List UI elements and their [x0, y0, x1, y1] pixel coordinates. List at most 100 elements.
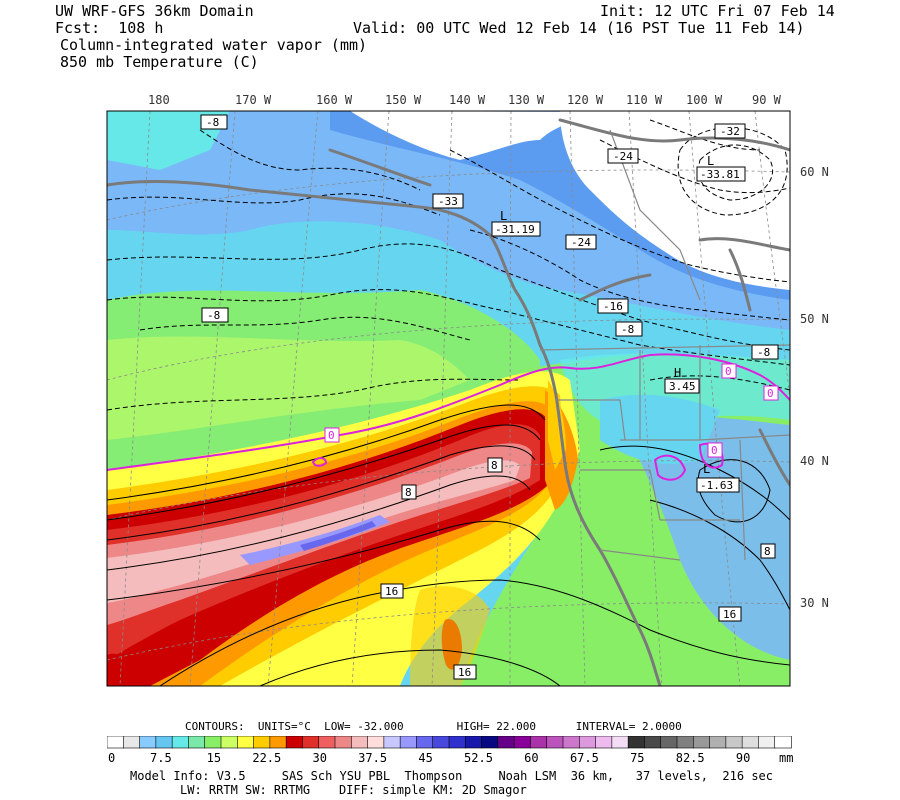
contour-label-box: -8 [751, 344, 779, 360]
contour-label-box: 16 [380, 583, 404, 599]
longitude-labels: 180 170 W 160 W 150 W 140 W 130 W 120 W … [148, 93, 782, 107]
valid-time: Valid: 00 UTC Wed 12 Feb 14 (16 PST Tue … [353, 19, 805, 37]
colorbar-tick-label: 15 [207, 751, 221, 765]
contour-summary-high: HIGH= 22.000 [456, 720, 537, 733]
weather-map: 180 170 W 160 W 150 W 140 W 130 W 120 W … [106, 93, 829, 687]
contour-label-box: 0 [707, 442, 723, 458]
svg-text:16: 16 [458, 666, 471, 679]
contour-label-box: -31.19 [491, 221, 541, 237]
lat-label: 60 N [800, 165, 829, 179]
colorbar-cell [676, 736, 695, 749]
colorbar-cell [188, 736, 206, 749]
colorbar-cell [627, 736, 646, 749]
colorbar-cell [546, 736, 564, 749]
colorbar-cell [383, 736, 401, 749]
contour-label-box: -33 [432, 193, 464, 209]
contour-label-box: -1.63 [696, 477, 740, 493]
colorbar-cell [611, 736, 629, 749]
colorbar-tick-label: 90 [736, 751, 750, 765]
forecast-hour: Fcst: 108 h [55, 19, 164, 37]
svg-text:16: 16 [385, 585, 398, 598]
lon-label: 160 W [316, 93, 353, 107]
colorbar-cell [318, 736, 336, 749]
lon-label: 120 W [567, 93, 604, 107]
contour-label-box: -24 [607, 148, 639, 164]
contour-label-box: 0 [721, 363, 737, 379]
lon-label: 90 W [752, 93, 782, 107]
lon-label: 170 W [235, 93, 272, 107]
svg-text:-8: -8 [206, 116, 219, 129]
colorbar-cell [122, 736, 141, 749]
field-title-1: Column-integrated water vapor (mm) [60, 36, 368, 54]
svg-text:-31.19: -31.19 [495, 223, 535, 236]
contour-summary-units: UNITS=°C [257, 720, 311, 733]
colorbar-cell [285, 736, 304, 749]
contour-label-box: -32 [714, 123, 746, 139]
colorbar-tick-label: 7.5 [150, 751, 172, 765]
svg-text:8: 8 [764, 545, 771, 558]
low-center-marker: L [500, 209, 507, 223]
latitude-labels: 60 N 50 N 40 N 30 N [800, 165, 829, 610]
colorbar-cell [204, 736, 222, 749]
colorbar-cell [334, 736, 353, 749]
lon-label: 100 W [686, 93, 723, 107]
svg-text:0: 0 [711, 444, 718, 457]
svg-text:16: 16 [723, 608, 736, 621]
colorbar-tick-label: 0 [108, 751, 115, 765]
svg-text:-32: -32 [720, 125, 740, 138]
colorbar-tick-label: 75 [630, 751, 644, 765]
colorbar-tick-label: 22.5 [252, 751, 281, 765]
colorbar-cell [481, 736, 499, 749]
svg-text:8: 8 [491, 459, 498, 472]
colorbar-tick-label: 37.5 [358, 751, 387, 765]
contour-summary: CONTOURS: UNITS=°C LOW= -32.000 HIGH= 22… [185, 720, 682, 734]
svg-text:-33.81: -33.81 [700, 168, 740, 181]
contour-label-box: 8 [487, 457, 503, 473]
colorbar-cell [350, 736, 369, 749]
colorbar-cell [709, 736, 727, 749]
model-info-line-1: Model Info: V3.5 SAS Sch YSU PBL Thompso… [130, 769, 773, 783]
colorbar-cell [253, 736, 271, 749]
svg-text:-33: -33 [438, 195, 458, 208]
svg-text:-24: -24 [613, 150, 633, 163]
low-center-marker: L [703, 462, 710, 476]
svg-text:-8: -8 [207, 309, 220, 322]
contour-summary-contours: CONTOURS: [185, 720, 245, 733]
svg-text:-8: -8 [757, 346, 770, 359]
colorbar-cell [595, 736, 613, 749]
contour-summary-low: LOW= -32.000 [324, 720, 404, 733]
svg-text:0: 0 [767, 387, 774, 400]
svg-text:-8: -8 [621, 323, 634, 336]
colorbar-cell [416, 736, 434, 749]
svg-text:3.45: 3.45 [669, 380, 696, 393]
lat-label: 40 N [800, 454, 829, 468]
colorbar-cell [464, 736, 483, 749]
colorbar-cell [236, 736, 255, 749]
colorbar-tick-label: 60 [524, 751, 538, 765]
colorbar-cell [448, 736, 467, 749]
contour-label-box: -33.81 [696, 166, 746, 182]
contour-label-box: -24 [565, 234, 597, 250]
contour-label-box: 3.45 [664, 378, 700, 394]
colorbar-cell [139, 736, 157, 749]
contour-labels: -8 -32 -24 -33.81 -33 -31.19 -24 -8 -16 … [200, 114, 779, 680]
contour-label-box: 16 [453, 664, 477, 680]
colorbar-tick-label: 30 [312, 751, 326, 765]
colorbar-cell [692, 736, 711, 749]
colorbar-tick-label: 45 [418, 751, 432, 765]
model-domain-title: UW WRF-GFS 36km Domain [55, 2, 254, 20]
colorbar-cell [171, 736, 190, 749]
lat-label: 30 N [800, 596, 829, 610]
colorbar-cells [107, 736, 792, 749]
colorbar-cell [644, 736, 662, 749]
field-title-2: 850 mb Temperature (C) [60, 53, 259, 71]
lon-label: 110 W [626, 93, 663, 107]
colorbar-cell [302, 736, 320, 749]
colorbar-cell [725, 736, 743, 749]
colorbar-cell [220, 736, 239, 749]
lon-label: 140 W [449, 93, 486, 107]
colorbar-cell [741, 736, 760, 749]
map-frame [106, 110, 791, 687]
colorbar-tick-label: 52.5 [464, 751, 493, 765]
colorbar-tick-label: 82.5 [676, 751, 705, 765]
